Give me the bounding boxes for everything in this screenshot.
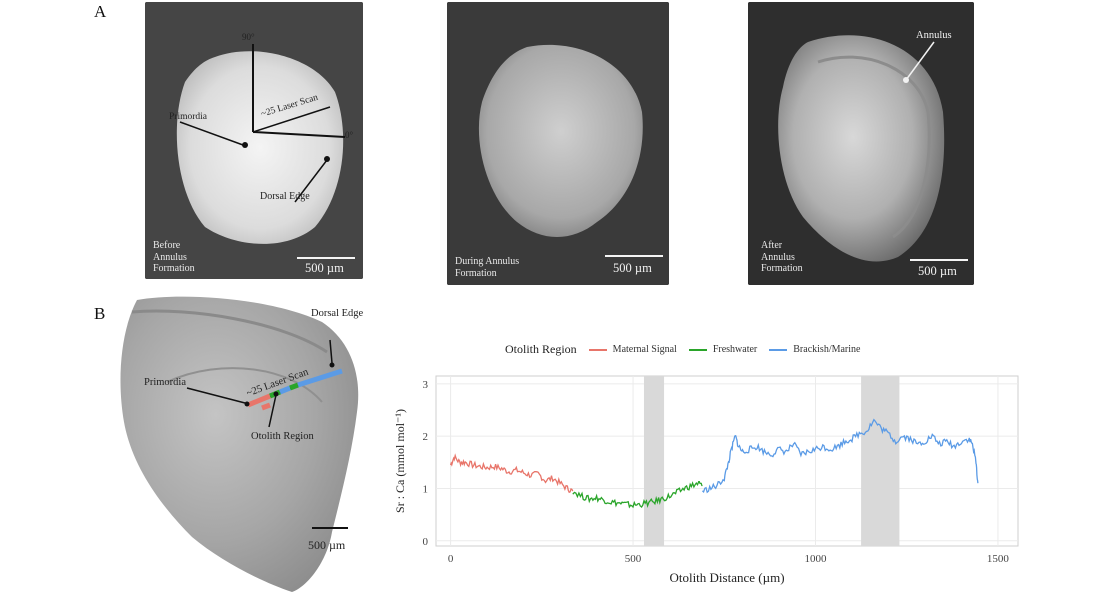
photo2-caption: During Annulus Formation xyxy=(455,256,519,279)
chart-legend: Otolith Region Maternal Signal Freshwate… xyxy=(505,342,872,357)
scale-label: 500 µm xyxy=(918,264,957,278)
caption-line: During Annulus xyxy=(455,256,520,267)
y-tick-label: 1 xyxy=(423,483,429,495)
legend-label: Freshwater xyxy=(712,344,758,355)
legend-item-maternal: Maternal Signal xyxy=(588,344,677,355)
y-tick-label: 0 xyxy=(423,536,429,548)
shaded-region xyxy=(643,376,665,546)
scale-bar xyxy=(605,255,663,257)
x-axis-label: Otolith Distance (µm) xyxy=(669,570,784,585)
scale-bar xyxy=(297,257,355,259)
otolith-image-after xyxy=(748,2,974,285)
legend-swatch xyxy=(588,348,607,351)
legend-label: Brackish/Marine xyxy=(793,344,861,355)
caption-line: Formation xyxy=(455,267,497,279)
y-tick-label: 3 xyxy=(423,379,429,391)
photo3-caption: After Annulus Formation xyxy=(761,240,803,275)
legend-item-marine: Brackish/Marine xyxy=(769,344,860,355)
otolith-photo-during: During Annulus Formation 500 µm xyxy=(447,2,669,285)
panel-b-letter: B xyxy=(94,304,106,323)
scale-bar xyxy=(910,259,968,261)
scale-label: 500 µm xyxy=(308,538,346,552)
otolith-section-svg xyxy=(120,296,359,592)
scale-bar xyxy=(312,527,348,529)
series-line-brackish-marine xyxy=(701,418,979,494)
series-line-maternal-signal xyxy=(449,453,574,494)
otolith-section-image: Dorsal Edge ~25 Laser Scan Primordia Oto… xyxy=(112,292,387,604)
otolith-image-during xyxy=(447,2,669,285)
y-tick-label: 2 xyxy=(423,431,429,443)
otolith-region-label: Otolith Region xyxy=(251,431,314,442)
caption-line: Formation xyxy=(761,263,803,274)
x-tick-label: 1000 xyxy=(804,553,827,565)
legend-item-freshwater: Freshwater xyxy=(688,344,758,355)
dorsal-edge-label: Dorsal Edge xyxy=(260,191,310,202)
caption-line: Annulus xyxy=(761,251,795,263)
legend-swatch xyxy=(769,348,788,351)
dorsal-edge-label: Dorsal Edge xyxy=(311,308,364,319)
series-line-freshwater xyxy=(572,481,703,509)
primordia-label: Primordia xyxy=(169,112,207,122)
x-tick-label: 0 xyxy=(448,553,454,565)
shaded-region xyxy=(861,376,900,546)
otolith-photo-before: 90° 0° ~25 Laser Scan Primordia Dorsal E… xyxy=(145,2,363,279)
angle-0-label: 0° xyxy=(345,130,354,140)
sr-ca-chart: 0 1 2 3 0 500 1000 1500 Otolith Distance (µm) Sr … xyxy=(390,332,1030,594)
primordia-label: Primordia xyxy=(144,377,186,388)
x-tick-label: 500 xyxy=(625,553,642,565)
annulus-label: Annulus xyxy=(916,30,952,41)
chart-svg: 0 1 2 3 0 500 1000 1500 Otolith Distance (µm) Sr … xyxy=(393,375,1019,585)
scale-label: 500 µm xyxy=(305,261,344,275)
scale-label: 500 µm xyxy=(613,261,652,275)
x-tick-label: 1500 xyxy=(987,553,1010,565)
caption-line: Annulus xyxy=(153,251,187,263)
otolith-image-before xyxy=(145,2,363,279)
otolith-photo-after: Annulus After Annulus Formation 500 µm xyxy=(748,2,974,285)
plot-area xyxy=(435,375,1019,547)
panel-a-letter: A xyxy=(94,2,107,21)
legend-title: Otolith Region xyxy=(505,342,577,356)
y-axis-label: Sr : Ca (mmol mol⁻¹) xyxy=(393,409,407,513)
legend-label: Maternal Signal xyxy=(612,344,677,355)
photo1-caption: Before Annulus Formation xyxy=(153,240,195,275)
legend-swatch xyxy=(688,348,707,351)
caption-line: After xyxy=(761,240,783,251)
caption-line: Before xyxy=(153,240,181,251)
angle-90-label: 90° xyxy=(242,32,255,42)
caption-line: Formation xyxy=(153,263,195,274)
